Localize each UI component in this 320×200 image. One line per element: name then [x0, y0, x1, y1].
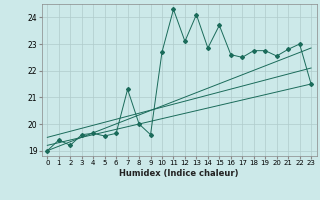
X-axis label: Humidex (Indice chaleur): Humidex (Indice chaleur): [119, 169, 239, 178]
